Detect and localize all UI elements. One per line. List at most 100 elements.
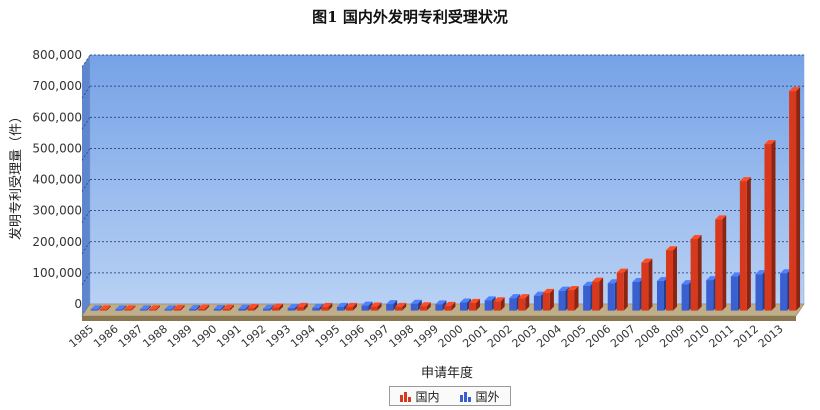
bar-side [393,300,398,311]
bar-side [171,305,176,311]
gridline-depth [81,179,91,192]
bar-top [592,277,604,282]
gridline-depth [81,85,91,99]
bar-side [254,304,259,311]
x-tick-label: 1987 [116,322,146,350]
bar-front [469,302,477,311]
bar-front [410,303,418,311]
bar-front [361,305,369,311]
bar-top [148,305,160,310]
bar-front [173,309,181,311]
bar-foreign-1997 [386,300,398,311]
y-tick-label: 300,000 [32,204,82,218]
bar-top [607,279,619,284]
bar-domestic-2002 [518,294,530,311]
bar-domestic-2011 [739,177,751,311]
bar-front [460,302,468,311]
bar-top [213,305,225,310]
x-tick-label: 2011 [707,322,737,350]
bar-front [656,281,664,311]
x-tick-label: 1992 [239,322,269,350]
bar-front [690,239,698,311]
bar-front [484,300,492,311]
bar-front [238,308,246,311]
x-tick-label: 2003 [510,322,540,350]
bar-side [220,305,225,311]
bar-top [115,305,127,310]
bar-side [746,177,751,311]
bar-foreign-1991 [238,304,250,311]
bar-domestic-1994 [321,302,333,311]
x-tick-label: 2006 [583,322,613,350]
legend-label-foreign: 国外 [475,389,500,404]
bar-domestic-2010 [715,215,727,311]
bar-front [272,307,280,311]
bar-front [148,309,156,311]
x-axis-title: 申请年度 [421,365,473,381]
bar-front [533,295,541,311]
bar-side [146,305,151,311]
x-tick-label: 1988 [140,322,170,350]
bar-top [681,280,693,285]
bar-side [122,305,127,311]
bar-front [755,274,763,311]
x-tick-label: 1986 [91,322,121,350]
bar-front [345,306,353,311]
bar-front [99,309,107,311]
bar-top [616,268,628,273]
bar-top [641,258,653,263]
bar-front [139,309,147,311]
bar-front [312,307,320,311]
bar-domestic-2007 [641,258,653,311]
bar-front [789,91,797,311]
bar-side [97,305,102,311]
bar-front [198,308,206,311]
bar-front [509,298,517,311]
bar-top [444,301,456,306]
bar-front [706,280,714,311]
x-tick-label: 1996 [337,322,367,350]
bar-front [222,308,230,311]
bar-domestic-2000 [469,298,481,311]
bar-front [542,292,550,311]
bar-domestic-1997 [395,302,407,311]
bar-side [279,303,284,311]
legend-item-domestic: 国内 [400,388,440,405]
x-tick-label: 1985 [66,322,96,350]
y-tick-label: 100,000 [32,266,82,280]
bar-top [272,303,284,308]
bar-top [410,299,422,304]
bar-domestic-2012 [764,140,776,311]
bar-side [442,300,447,311]
bar-side [131,305,136,311]
bar-side [549,288,554,311]
bar-front [764,144,772,311]
bar-front [665,250,673,311]
y-tick-label: 200,000 [32,235,82,249]
x-tick-label: 1994 [288,322,318,350]
bar-side [328,302,333,311]
x-tick-label: 2010 [682,322,712,350]
bar-domestic-2004 [567,286,579,311]
x-tick-label: 2013 [756,322,786,350]
legend: 国内 国外 [389,386,511,406]
bar-top [90,305,102,310]
bar-front [493,301,501,311]
bar-domestic-1986 [124,305,136,311]
bar-front [567,290,575,311]
bar-front [370,306,378,311]
bar-domestic-1998 [419,302,431,311]
bar-side [402,302,407,311]
bar-front [124,309,132,311]
gridline-depth [81,148,91,161]
bar-front [386,304,394,311]
bar-foreign-1990 [213,305,225,311]
bar-domestic-1989 [198,304,210,311]
bar-front [780,273,788,311]
bar-front [435,304,443,311]
bar-domestic-1987 [148,305,160,311]
bar-front [263,308,271,311]
bar-front [296,306,304,311]
bar-front [583,285,591,311]
